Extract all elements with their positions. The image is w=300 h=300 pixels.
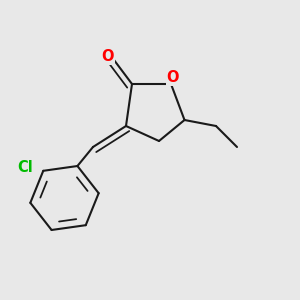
- Text: O: O: [166, 70, 179, 85]
- Text: O: O: [102, 50, 114, 64]
- Text: Cl: Cl: [17, 160, 33, 175]
